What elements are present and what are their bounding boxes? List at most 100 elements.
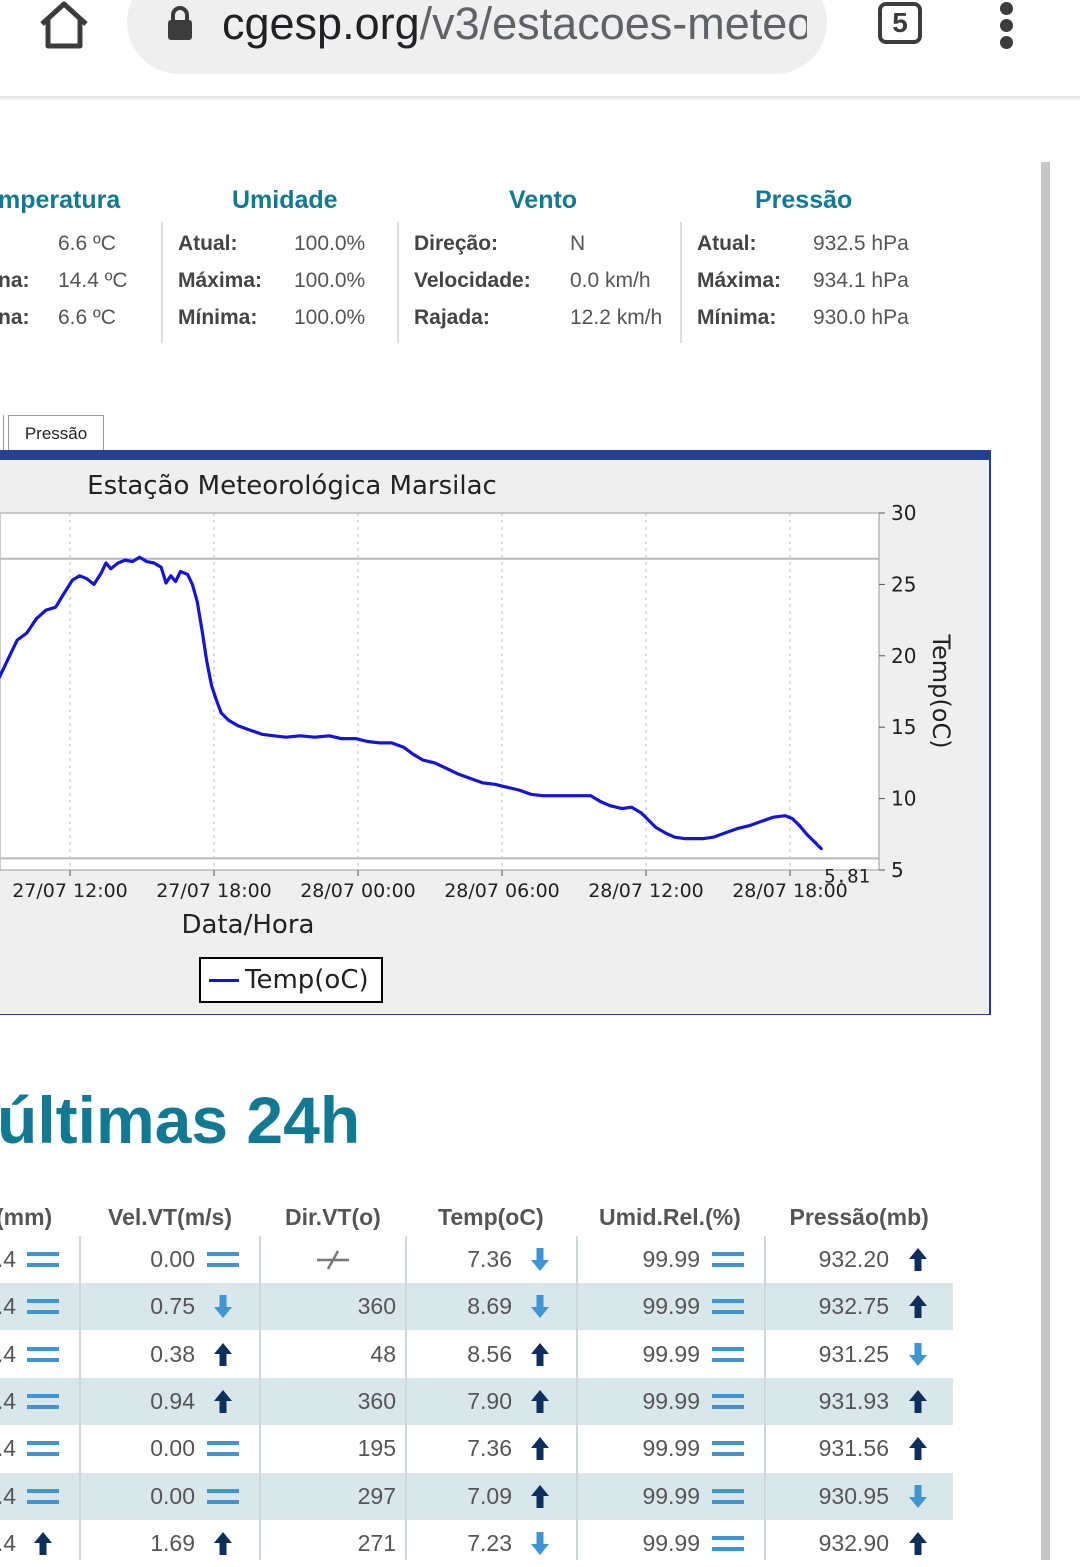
legend-label: Temp(oC) <box>245 965 369 995</box>
column-header-chuva: (mm) <box>0 1204 53 1230</box>
address-bar[interactable] <box>127 0 827 74</box>
cell-pres: 931.93 <box>818 1387 889 1414</box>
cell-dir: 297 <box>357 1482 396 1509</box>
cell-dir: 360 <box>357 1387 396 1414</box>
cell-vel: 0.94 <box>150 1387 195 1414</box>
temperature-chart: 5.81 5 10 15 20 25 30 Temp(oC) 27/07 12:00 27/07 … <box>0 471 955 940</box>
arrow-up-icon <box>522 1341 558 1368</box>
equal-icon <box>205 1246 241 1273</box>
x-axis-label: Data/Hora <box>182 910 315 940</box>
umidade-atual-value: 100.0% <box>294 232 366 255</box>
arrow-up-icon <box>25 1530 61 1557</box>
column-header-dir: Dir.VT(o) <box>285 1204 381 1230</box>
cell-umid: 99.99 <box>642 1529 700 1556</box>
tab-switcher-button[interactable]: 5 <box>878 2 922 44</box>
cell-dir: 271 <box>357 1529 396 1556</box>
arrow-down-icon <box>900 1341 936 1368</box>
equal-icon <box>710 1293 746 1320</box>
y-tick-label: 25 <box>891 572 916 596</box>
x-tick-label: 28/07 00:00 <box>300 880 416 902</box>
equal-icon <box>25 1293 61 1320</box>
cell-umid: 99.99 <box>642 1246 700 1272</box>
pressao-atual-value: 932.5 hPa <box>813 232 909 255</box>
chart-tab-partial[interactable] <box>0 415 4 450</box>
cell-vel: 1.69 <box>150 1529 195 1556</box>
home-icon[interactable] <box>36 0 92 52</box>
cell-chuva: .4 <box>0 1482 16 1509</box>
cell-pres: 932.75 <box>818 1293 889 1320</box>
column-separator <box>576 1236 578 1560</box>
x-tick-label: 28/07 12:00 <box>588 880 704 902</box>
cell-umid: 99.99 <box>642 1482 700 1509</box>
arrow-up-icon <box>205 1530 241 1557</box>
chart-title: Estação Meteorológica Marsilac <box>87 471 497 501</box>
table-row: .4 0.38 48 8.56 99.99 931.25 <box>0 1331 953 1378</box>
cell-umid: 99.99 <box>642 1293 700 1320</box>
equal-icon <box>710 1530 746 1557</box>
url-domain: cgesp.org <box>222 0 420 49</box>
cell-umid: 99.99 <box>642 1435 700 1462</box>
umidade-label: Atual: <box>178 232 238 255</box>
y-tick-label: 15 <box>891 715 916 739</box>
vento-label: Velocidade: <box>414 269 531 292</box>
column-header-temp: Temp(oC) <box>438 1204 544 1230</box>
arrow-down-icon <box>522 1293 558 1320</box>
min-value-label: 5.81 <box>824 865 870 887</box>
table-row: .4 0.94 360 7.90 99.99 931.93 <box>0 1377 953 1425</box>
equal-icon <box>25 1246 61 1273</box>
legend-swatch <box>209 979 239 982</box>
temperatura-maxima-value: 14.4 ºC <box>58 269 128 292</box>
cell-vel: 0.00 <box>150 1246 195 1272</box>
equal-icon <box>25 1388 61 1415</box>
equal-icon <box>710 1483 746 1510</box>
arrow-up-icon <box>900 1246 936 1273</box>
vento-direcao-value: N <box>570 232 586 255</box>
x-tick-label: 27/07 18:00 <box>156 880 272 902</box>
cell-vel: 0.75 <box>150 1293 195 1320</box>
table-row: .4 0.00 297 7.09 99.99 930.95 <box>0 1472 953 1520</box>
arrow-up-icon <box>522 1388 558 1415</box>
column-separator <box>405 1236 407 1560</box>
plot-area <box>0 512 880 871</box>
cell-chuva: .4 <box>0 1387 16 1414</box>
cell-pres: 932.90 <box>818 1529 889 1556</box>
vento-rajada-value: 12.2 km/h <box>570 306 663 329</box>
arrow-up-icon <box>900 1435 936 1462</box>
cell-temp: 8.56 <box>467 1340 512 1367</box>
cell-temp: 7.09 <box>467 1482 512 1509</box>
temperatura-atual-value: 6.6 ºC <box>58 232 116 255</box>
cell-temp: 7.36 <box>467 1435 512 1462</box>
cell-vel: 0.38 <box>150 1340 195 1367</box>
series-line-temp <box>0 555 823 851</box>
y-tick-label: 5 <box>891 858 904 882</box>
equal-icon <box>25 1341 61 1368</box>
url-text[interactable]: cgesp.org/v3/estacoes-meteor <box>222 0 807 54</box>
vento-label: Direção: <box>414 232 499 255</box>
equal-icon <box>205 1483 241 1510</box>
y-tick-label: 20 <box>891 644 916 668</box>
vento-title: Vento <box>509 186 578 214</box>
column-separator <box>79 1236 81 1560</box>
arrow-up-icon <box>522 1483 558 1510</box>
equal-icon <box>25 1483 61 1510</box>
page-scrollbar[interactable] <box>1041 162 1050 1560</box>
temperatura-title: mperatura <box>0 186 121 214</box>
tab-pressao[interactable]: Pressão <box>8 415 104 450</box>
column-header-pres: Pressão(mb) <box>789 1204 929 1230</box>
arrow-up-icon <box>205 1388 241 1415</box>
section-title: últimas 24h <box>0 1083 361 1157</box>
equal-icon <box>710 1246 746 1273</box>
calm-wind-icon <box>315 1246 351 1273</box>
cell-chuva: .4 <box>0 1435 16 1462</box>
arrow-up-icon <box>900 1530 936 1557</box>
temperatura-minima-value: 6.6 ºC <box>58 306 116 329</box>
more-vert-icon[interactable] <box>996 0 1018 50</box>
column-header-vel: Vel.VT(m/s) <box>108 1204 232 1230</box>
pressao-maxima-value: 934.1 hPa <box>813 269 909 292</box>
table-row: .4 1.69 271 7.23 99.99 932.90 <box>0 1520 953 1567</box>
x-tick-label: 27/07 12:00 <box>12 880 128 902</box>
umidade-label: Máxima: <box>178 269 263 292</box>
cell-umid: 99.99 <box>642 1387 700 1414</box>
arrow-up-icon <box>900 1388 936 1415</box>
cell-chuva: .4 <box>0 1529 16 1556</box>
